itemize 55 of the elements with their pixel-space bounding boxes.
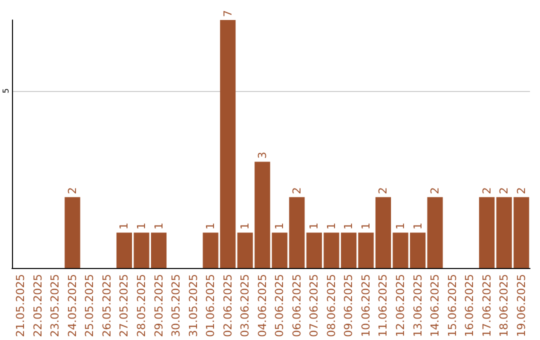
data-label: 2 [480,187,494,194]
data-label: 1 [118,222,131,230]
x-tick-label: 04.06.2025 [256,274,269,338]
data-label: 3 [256,152,269,159]
x-tick-label: 23.05.2025 [48,274,62,338]
data-label: 2 [428,187,442,194]
x-tick-label: 26.05.2025 [100,274,114,338]
data-label: 2 [514,187,528,194]
bar [64,197,80,268]
x-tick-label: 24.05.2025 [66,274,79,338]
y-tick-label: 5 [2,88,10,94]
x-tick-label: 10.06.2025 [359,274,372,338]
data-label: 2 [66,187,79,194]
data-label: 7 [221,10,234,17]
x-tick-label: 03.06.2025 [238,274,252,338]
data-label: 2 [290,187,304,194]
data-label: 1 [238,222,252,230]
x-tick-label: 11.06.2025 [376,274,390,338]
x-tick-label: 12.06.2025 [394,274,407,338]
data-label: 1 [394,222,407,230]
data-label: 1 [152,222,166,230]
bar [427,197,443,268]
x-tick-label: 29.05.2025 [152,274,166,338]
x-tick-label: 22.05.2025 [31,274,44,338]
x-tick-label: 21.05.2025 [14,274,28,338]
x-tick-label: 13.06.2025 [411,274,424,338]
x-tick-label: 05.06.2025 [273,274,286,338]
x-tick-label: 09.06.2025 [342,274,356,338]
x-tick-label: 28.05.2025 [135,274,148,338]
x-tick-label: 08.06.2025 [324,274,338,338]
x-tick-label: 02.06.2025 [221,274,234,338]
data-label: 1 [204,222,218,230]
x-tick-label: 17.06.2025 [480,274,494,338]
data-label: 2 [376,187,390,194]
x-tick-label: 16.06.2025 [463,274,476,338]
x-tick-label: 14.06.2025 [428,274,442,338]
x-tick-label: 01.06.2025 [204,274,218,338]
data-label: 1 [273,222,286,230]
data-label: 1 [135,222,148,230]
x-tick-label: 18.06.2025 [498,274,511,338]
x-tick-label: 06.06.2025 [290,274,304,338]
data-label: 1 [359,222,372,230]
x-tick-label: 27.05.2025 [118,274,131,338]
data-label: 1 [308,222,321,230]
x-tick-label: 31.05.2025 [186,274,200,338]
x-tick-label: 30.05.2025 [170,274,183,338]
data-label: 1 [324,222,338,230]
data-label: 2 [498,187,511,194]
x-tick-label: 19.06.2025 [514,274,528,338]
data-label: 1 [342,222,356,230]
data-label: 1 [411,222,424,230]
x-tick-label: 15.06.2025 [446,274,459,338]
x-tick-label: 25.05.2025 [83,274,96,338]
x-tick-label: 07.06.2025 [308,274,321,338]
bar [479,197,495,268]
